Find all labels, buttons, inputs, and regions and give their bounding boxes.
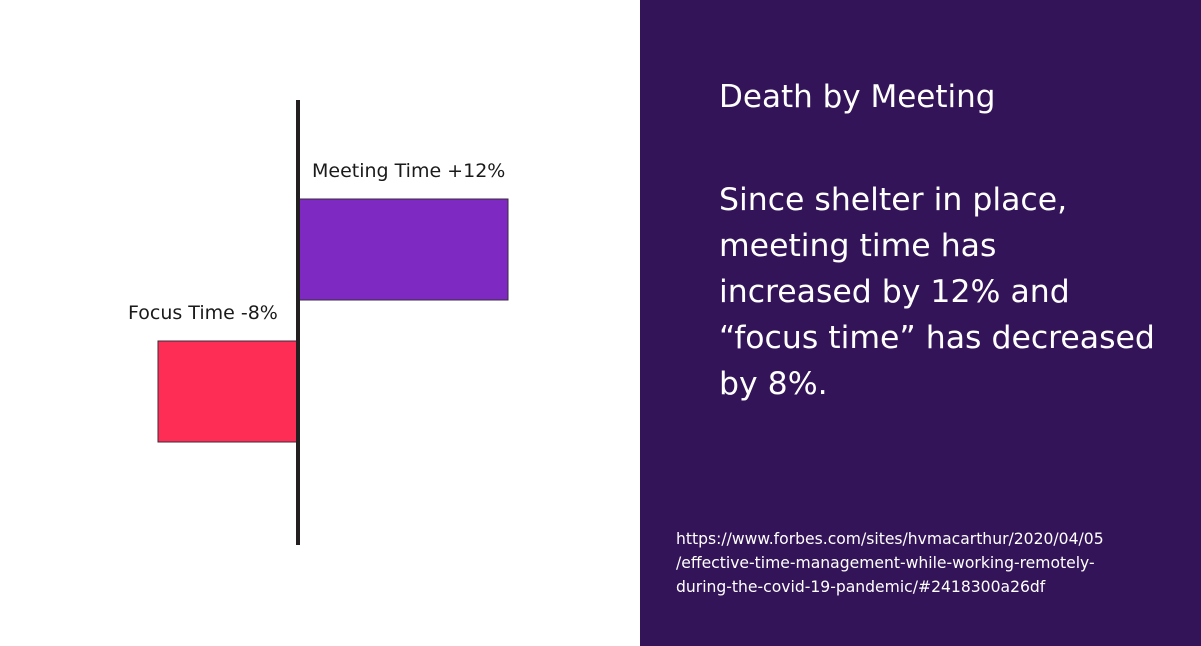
- source-line[interactable]: /effective-time-management-while-working…: [676, 554, 1095, 572]
- panel-title: Death by Meeting: [719, 79, 996, 115]
- bar-focus-time: [157, 340, 299, 443]
- chart-area: Meeting Time +12% Focus Time -8%: [128, 100, 509, 545]
- source-line[interactable]: https://www.forbes.com/sites/hvmacarthur…: [676, 530, 1104, 548]
- panel-body: Since shelter in place, meeting time has…: [719, 182, 1155, 402]
- bar-meeting-time: [297, 198, 509, 301]
- data-label-focus-time: Focus Time -8%: [128, 302, 278, 324]
- info-panel: Death by Meeting Since shelter in place,…: [640, 0, 1201, 646]
- source-citation: https://www.forbes.com/sites/hvmacarthur…: [676, 527, 1191, 599]
- bar-chart: Meeting Time +12% Focus Time -8%: [128, 100, 509, 545]
- source-line[interactable]: during-the-covid-19-pandemic/#2418300a26…: [676, 578, 1046, 596]
- data-label-meeting-time: Meeting Time +12%: [312, 160, 505, 182]
